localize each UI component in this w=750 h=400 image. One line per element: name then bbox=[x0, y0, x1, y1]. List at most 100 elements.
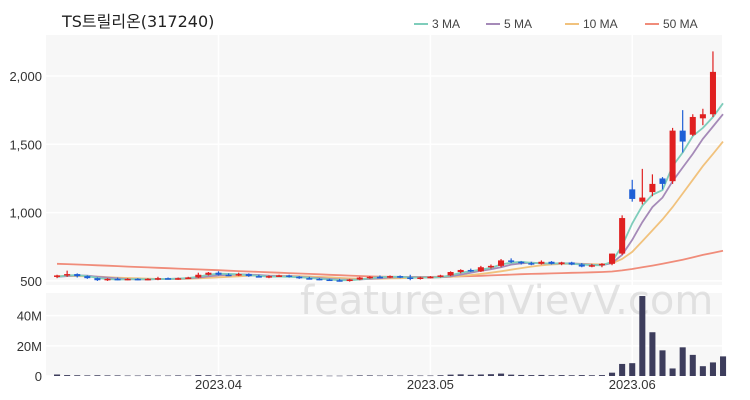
volume-bar bbox=[195, 375, 202, 376]
volume-bar bbox=[518, 374, 525, 376]
volume-bar bbox=[356, 375, 363, 376]
volume-bar bbox=[679, 347, 686, 376]
candle-body bbox=[225, 274, 232, 277]
candle-body bbox=[578, 264, 585, 267]
candle-body bbox=[387, 276, 394, 278]
x-tick-label: 2023.04 bbox=[195, 377, 242, 392]
volume-bar bbox=[255, 375, 262, 377]
legend-label: 10 MA bbox=[583, 17, 618, 31]
volume-bar bbox=[154, 375, 161, 377]
volume-bar bbox=[659, 350, 666, 376]
candle-body bbox=[114, 278, 121, 281]
volume-bar bbox=[699, 366, 706, 376]
candle-body bbox=[104, 278, 111, 281]
volume-bar bbox=[689, 354, 696, 376]
candle-body bbox=[649, 183, 656, 193]
candle-body bbox=[437, 275, 444, 277]
volume-bar bbox=[568, 375, 575, 376]
volume-bar bbox=[94, 375, 101, 376]
volume-bar bbox=[619, 363, 626, 376]
volume-bar bbox=[54, 374, 61, 376]
volume-bar bbox=[720, 356, 727, 376]
volume-bar bbox=[417, 375, 424, 377]
volume-bar bbox=[487, 374, 494, 376]
candle-body bbox=[679, 130, 686, 142]
candle-body bbox=[195, 274, 202, 278]
volume-bar bbox=[578, 375, 585, 376]
price-tick-label: 1,000 bbox=[9, 206, 42, 221]
volume-bar bbox=[397, 375, 404, 377]
candle-body bbox=[185, 277, 192, 279]
volume-bar bbox=[205, 375, 212, 376]
volume-bar bbox=[447, 374, 454, 376]
volume-bar bbox=[326, 375, 333, 377]
volume-tick-label: 40M bbox=[17, 309, 42, 324]
volume-bar bbox=[286, 375, 293, 377]
candle-body bbox=[296, 276, 303, 279]
volume-bar bbox=[276, 375, 283, 377]
candle-body bbox=[457, 269, 464, 273]
candle-body bbox=[467, 269, 474, 272]
candle-body bbox=[215, 272, 222, 275]
candle-body bbox=[205, 272, 212, 275]
volume-bar bbox=[175, 375, 182, 376]
candle-body bbox=[518, 261, 525, 264]
legend-label: 5 MA bbox=[504, 17, 532, 31]
volume-bar bbox=[225, 375, 232, 377]
candle-body bbox=[659, 178, 666, 184]
candle-body bbox=[376, 276, 383, 279]
candle-body bbox=[477, 267, 484, 272]
candle-body bbox=[639, 197, 646, 202]
candlesticks bbox=[54, 51, 716, 282]
candle-body bbox=[709, 71, 716, 115]
volume-bar bbox=[306, 375, 313, 377]
candle-body bbox=[235, 274, 242, 276]
volume-bar bbox=[104, 375, 111, 376]
candle-body bbox=[255, 276, 262, 278]
candle-body bbox=[124, 278, 131, 281]
chart-title: TS트릴리온(317240) bbox=[61, 12, 214, 31]
volume-tick-label: 20M bbox=[17, 339, 42, 354]
volume-bar bbox=[265, 375, 272, 377]
volume-bar bbox=[387, 375, 394, 376]
candle-body bbox=[417, 277, 424, 279]
candle-body bbox=[154, 278, 161, 280]
candle-body bbox=[629, 189, 636, 199]
volume-bar bbox=[376, 375, 383, 377]
candle-body bbox=[336, 280, 343, 282]
candle-body bbox=[94, 278, 101, 281]
candle-body bbox=[508, 260, 515, 262]
candle-body bbox=[487, 265, 494, 268]
volume-bar bbox=[538, 374, 545, 376]
candle-body bbox=[538, 261, 545, 264]
price-tick-label: 1,500 bbox=[9, 137, 42, 152]
volume-bar bbox=[498, 373, 505, 376]
volume-bar bbox=[508, 374, 515, 376]
volume-axis-ticks: 0 20M 40M bbox=[17, 309, 42, 384]
volume-bar bbox=[235, 375, 242, 376]
candle-body bbox=[407, 277, 414, 279]
candle-body bbox=[356, 277, 363, 280]
candle-body bbox=[165, 278, 172, 280]
candle-body bbox=[558, 262, 565, 264]
candle-body bbox=[175, 278, 182, 280]
volume-bar bbox=[74, 375, 81, 376]
volume-bar bbox=[144, 375, 151, 376]
volume-bar bbox=[64, 375, 71, 376]
volume-tick-label: 0 bbox=[35, 369, 42, 384]
volume-bar bbox=[709, 362, 716, 376]
legend-label: 50 MA bbox=[663, 17, 698, 31]
legend: 3 MA 5 MA 10 MA 50 MA bbox=[414, 17, 698, 31]
volume-bar bbox=[215, 375, 222, 376]
candle-body bbox=[245, 274, 252, 277]
volume-bar bbox=[185, 375, 192, 377]
x-tick-label: 2023.05 bbox=[407, 377, 454, 392]
candle-body bbox=[144, 278, 151, 281]
candle-body bbox=[528, 263, 535, 265]
volume-bar bbox=[598, 375, 605, 376]
candle-body bbox=[699, 114, 706, 119]
candle-body bbox=[64, 274, 71, 276]
candle-body bbox=[316, 278, 323, 281]
candle-body bbox=[326, 279, 333, 282]
